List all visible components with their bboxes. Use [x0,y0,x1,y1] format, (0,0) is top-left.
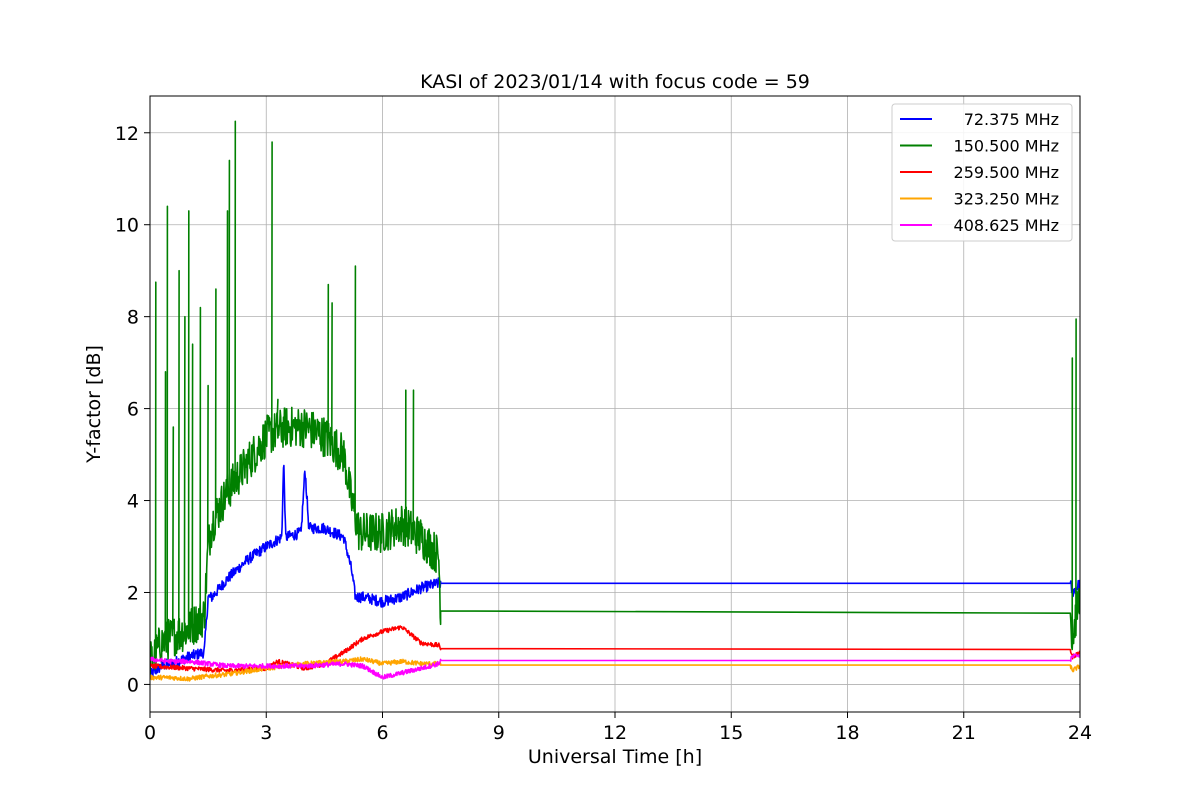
legend-label-0: 72.375 MHz [964,110,1059,129]
x-axis-title: Universal Time [h] [528,746,702,768]
x-tick-label: 9 [493,722,505,744]
y-tick-label: 6 [127,399,139,421]
x-tick-label: 6 [376,722,388,744]
legend-label-2: 259.500 MHz [954,163,1059,182]
x-tick-label: 18 [835,722,859,744]
series-line-0 [150,464,1080,678]
y-tick-label: 10 [115,215,139,237]
legend-label-1: 150.500 MHz [954,137,1059,156]
series-line-4 [150,653,1080,680]
x-tick-label: 21 [952,722,976,744]
y-tick-label: 2 [127,582,139,604]
y-tick-label: 4 [127,491,139,513]
x-tick-label: 0 [144,722,156,744]
series-line-1 [150,120,1080,678]
legend: 72.375 MHz 150.500 MHz 259.500 MHz 323.250 … [891,103,1073,242]
plot-area [150,120,1080,682]
x-tick-label: 3 [260,722,272,744]
chart-title: KASI of 2023/01/14 with focus code = 59 [420,71,810,93]
legend-label-3: 323.250 MHz [954,190,1059,209]
y-tick-label: 0 [127,674,139,696]
x-tick-label: 24 [1068,722,1092,744]
legend-box [891,103,1073,242]
y-axis-title: Y-factor [dB] [83,345,105,464]
series-layer [150,120,1080,682]
y-tick-label: 8 [127,307,139,329]
legend-label-4: 408.625 MHz [954,216,1059,235]
x-tick-label: 12 [603,722,627,744]
y-tick-label: 12 [115,123,139,145]
x-tick-label: 15 [719,722,743,744]
